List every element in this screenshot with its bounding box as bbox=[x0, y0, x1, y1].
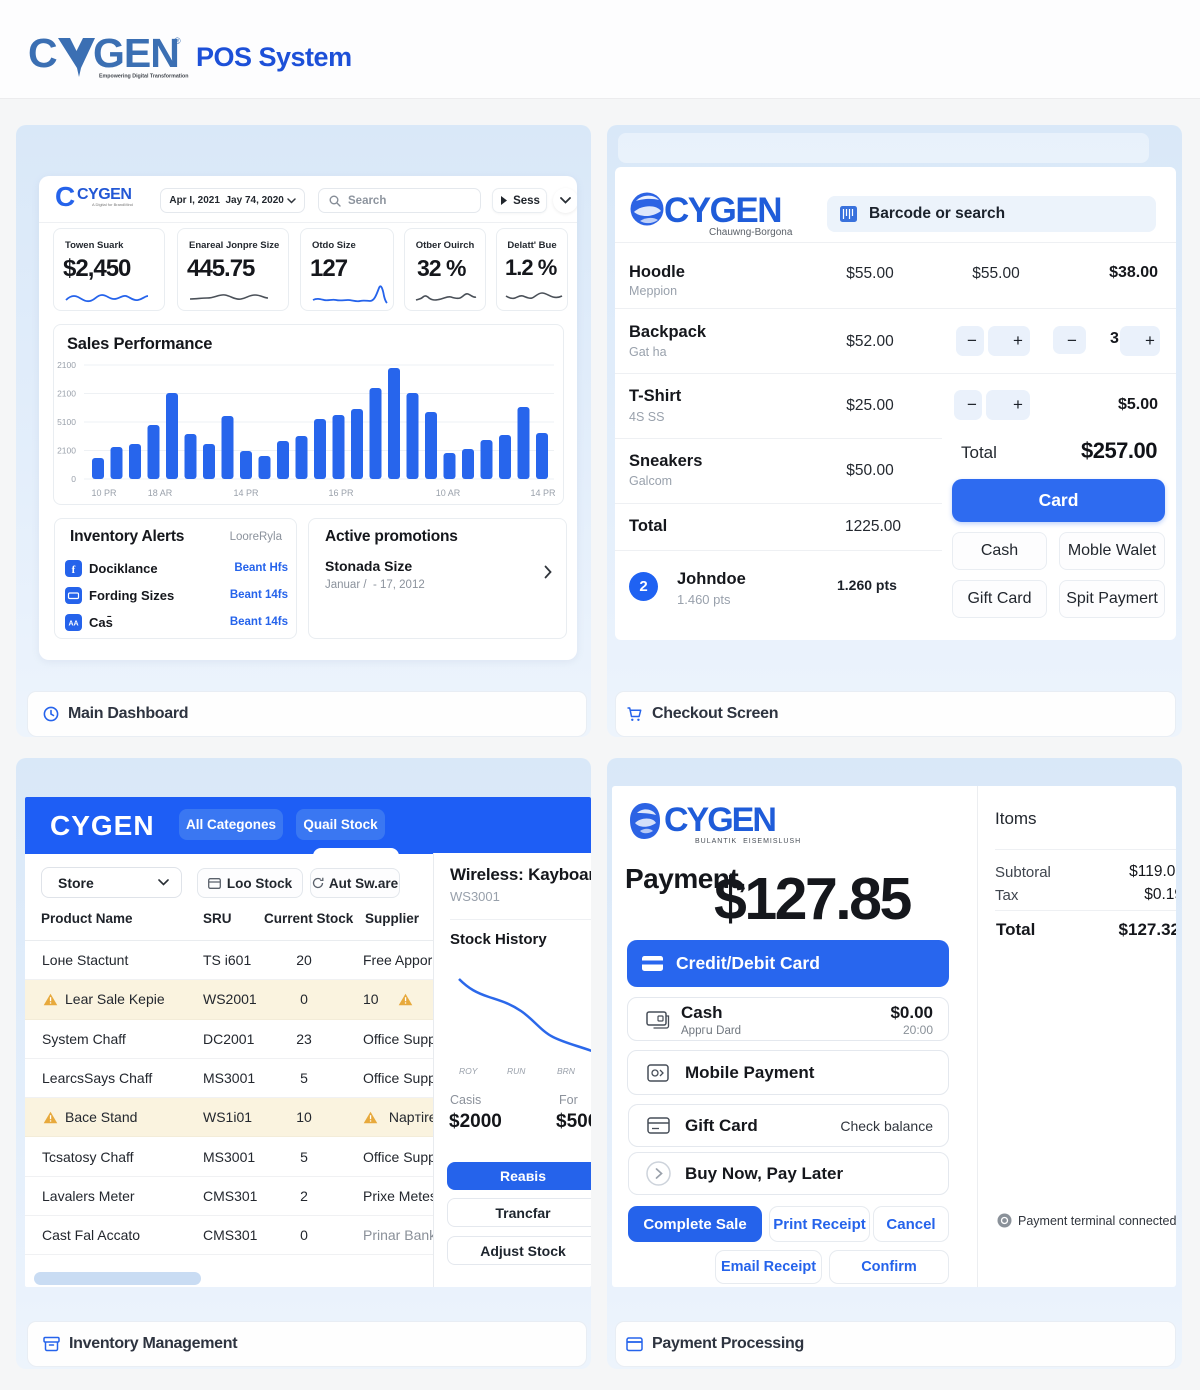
svg-text:RUN: RUN bbox=[507, 1066, 526, 1076]
svg-text:C: C bbox=[28, 30, 57, 76]
svg-text:CYGEN: CYGEN bbox=[664, 191, 781, 230]
svg-text:Empowering Digital Transformat: Empowering Digital Transformation bbox=[99, 74, 188, 80]
svg-text:Chauwng-Borgona: Chauwng-Borgona bbox=[709, 227, 793, 238]
svg-text:ROY: ROY bbox=[459, 1066, 479, 1076]
svg-text:BULANTIK EISEMISLUSH: BULANTIK EISEMISLUSH bbox=[695, 838, 801, 845]
svg-text:14 PR: 14 PR bbox=[233, 488, 259, 498]
svg-text:CYGEN: CYGEN bbox=[664, 801, 775, 839]
svg-text:BRN: BRN bbox=[557, 1066, 576, 1076]
svg-text:AA: AA bbox=[68, 620, 78, 627]
svg-text:0: 0 bbox=[71, 474, 76, 484]
svg-text:2100: 2100 bbox=[57, 360, 76, 370]
svg-text:5100: 5100 bbox=[57, 417, 76, 427]
svg-text:GEN: GEN bbox=[93, 30, 179, 76]
svg-text:f: f bbox=[72, 564, 76, 576]
svg-text:10 PR: 10 PR bbox=[91, 488, 117, 498]
svg-text:10 AR: 10 AR bbox=[436, 488, 461, 498]
svg-text:2100: 2100 bbox=[57, 389, 76, 399]
svg-text:16 PR: 16 PR bbox=[328, 488, 354, 498]
svg-text:14 PR: 14 PR bbox=[530, 488, 556, 498]
svg-text:2100: 2100 bbox=[57, 446, 76, 456]
svg-text:18 AR: 18 AR bbox=[148, 488, 173, 498]
svg-text:®: ® bbox=[174, 36, 181, 46]
svg-text:C: C bbox=[55, 181, 75, 210]
